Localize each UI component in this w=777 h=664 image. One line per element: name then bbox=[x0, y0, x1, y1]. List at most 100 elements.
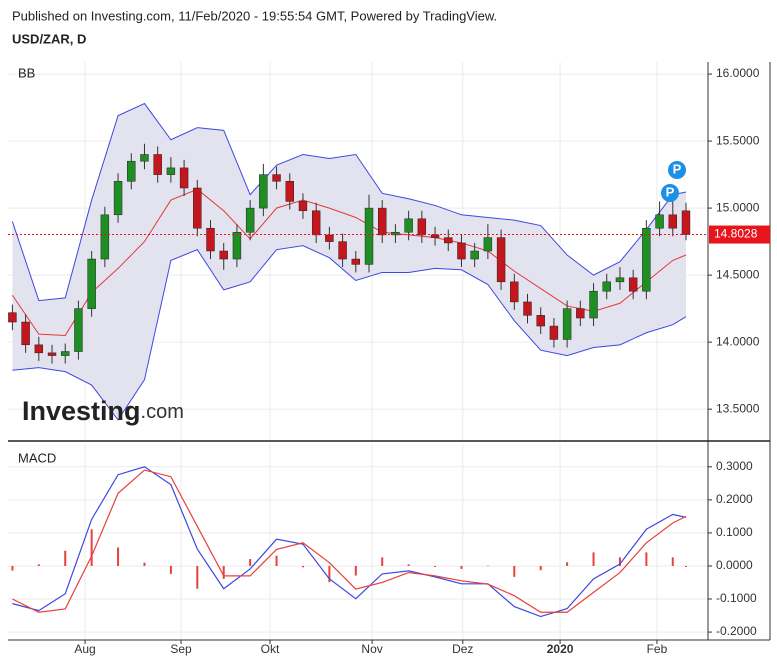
watermark: Investing.com bbox=[22, 396, 184, 426]
candle-body bbox=[232, 231, 242, 260]
candle-body bbox=[206, 227, 215, 252]
y-tick-label: 15.0000 bbox=[716, 200, 760, 214]
candle-body bbox=[615, 277, 625, 283]
histogram-bar bbox=[513, 565, 516, 577]
candle-body bbox=[523, 301, 532, 316]
x-tick-label: Sep bbox=[170, 642, 192, 656]
histogram-bar bbox=[11, 565, 14, 571]
panel-title: MACD bbox=[18, 450, 56, 465]
candle-body bbox=[34, 344, 44, 354]
labels-layer: Published on Investing.com, 11/Feb/2020 … bbox=[12, 8, 770, 656]
x-tick-label: Okt bbox=[261, 642, 280, 656]
band-fill bbox=[12, 103, 686, 420]
y-tick-label: 0.0000 bbox=[716, 558, 753, 572]
candle-body bbox=[417, 218, 427, 236]
histogram-bar bbox=[143, 562, 146, 566]
candle-body bbox=[285, 181, 294, 202]
band-upper bbox=[11, 102, 687, 302]
candle-body bbox=[179, 167, 189, 189]
histogram-bar bbox=[249, 559, 252, 566]
events: P P bbox=[661, 161, 686, 202]
histogram-bar bbox=[592, 552, 595, 566]
event-label[interactable]: P bbox=[666, 184, 675, 199]
event-label[interactable]: P bbox=[673, 161, 682, 176]
histogram-bar bbox=[37, 564, 40, 566]
x-tick-label: Aug bbox=[74, 642, 95, 656]
band-middle bbox=[11, 188, 687, 336]
y-tick-label: 14.0000 bbox=[716, 334, 760, 348]
candle-body bbox=[364, 207, 374, 265]
candle-body bbox=[536, 315, 545, 327]
histogram-bar bbox=[222, 565, 225, 579]
histogram-bar bbox=[328, 565, 331, 583]
x-tick-label: Feb bbox=[647, 642, 668, 656]
candle-body bbox=[47, 352, 57, 356]
histogram-bar bbox=[407, 564, 410, 566]
y-tick-label: 14.5000 bbox=[716, 267, 760, 281]
histogram-bar bbox=[671, 557, 674, 566]
candle-body bbox=[259, 174, 268, 209]
candle-body bbox=[642, 227, 651, 292]
y-tick-label: 0.2000 bbox=[716, 492, 753, 506]
histogram-bar bbox=[196, 565, 199, 589]
histogram-bar bbox=[64, 550, 67, 566]
frame bbox=[8, 62, 771, 641]
candle-body bbox=[127, 160, 136, 182]
macd-line bbox=[12, 466, 687, 618]
candle-body bbox=[113, 181, 123, 216]
histogram-bar bbox=[90, 529, 93, 566]
y-tick-label: 16.0000 bbox=[716, 66, 760, 80]
candle-body bbox=[74, 308, 83, 352]
candle-body bbox=[140, 154, 149, 162]
candle-body bbox=[298, 201, 308, 212]
candle-body bbox=[153, 154, 162, 175]
histogram-bar bbox=[301, 565, 304, 568]
marks-layer bbox=[8, 102, 708, 618]
y-tick-label: -0.1000 bbox=[716, 591, 757, 605]
candle-body bbox=[87, 258, 96, 309]
candle-body bbox=[325, 234, 334, 242]
candle-body bbox=[391, 231, 400, 236]
candle-body bbox=[404, 218, 413, 233]
candle-body bbox=[457, 242, 466, 260]
y-tick-label: 0.1000 bbox=[716, 525, 753, 539]
event-badge[interactable] bbox=[668, 161, 686, 179]
y-tick-label: 15.5000 bbox=[716, 133, 760, 147]
candle-body bbox=[444, 237, 453, 244]
histogram-bar bbox=[618, 557, 621, 566]
histogram-bar bbox=[275, 555, 278, 566]
candle-body bbox=[338, 241, 347, 260]
candle-body bbox=[681, 210, 691, 235]
candle-body bbox=[378, 207, 387, 236]
published-note: Published on Investing.com, 11/Feb/2020 … bbox=[12, 8, 497, 23]
macd-line bbox=[12, 469, 687, 613]
histogram-bar bbox=[460, 565, 463, 569]
last-price-box bbox=[709, 225, 770, 244]
histogram-bar bbox=[381, 557, 384, 566]
x-tick-label: Dez bbox=[452, 642, 473, 656]
histogram-bar bbox=[117, 547, 120, 566]
candle-body bbox=[496, 237, 506, 283]
y-tick-label: 0.3000 bbox=[716, 459, 753, 473]
x-tick-label: Nov bbox=[361, 642, 382, 656]
candle-body bbox=[668, 214, 677, 229]
histogram-bar bbox=[539, 565, 542, 571]
candle-body bbox=[311, 210, 321, 236]
candle-body bbox=[562, 308, 572, 340]
candle-body bbox=[470, 250, 479, 260]
candle-body bbox=[245, 207, 255, 233]
event-badge[interactable] bbox=[661, 184, 679, 202]
candle-body bbox=[549, 325, 559, 340]
histogram-bar bbox=[354, 565, 357, 576]
histogram-bar bbox=[566, 562, 569, 566]
watermark-suffix: .com bbox=[141, 401, 184, 423]
y-tick-label: -0.2000 bbox=[716, 624, 757, 638]
candle-body bbox=[100, 214, 110, 260]
candle-body bbox=[576, 308, 585, 319]
y-tick-label: 13.5000 bbox=[716, 401, 760, 415]
candle-body bbox=[483, 237, 493, 252]
candle-body bbox=[589, 290, 598, 319]
candle-body bbox=[193, 187, 202, 229]
